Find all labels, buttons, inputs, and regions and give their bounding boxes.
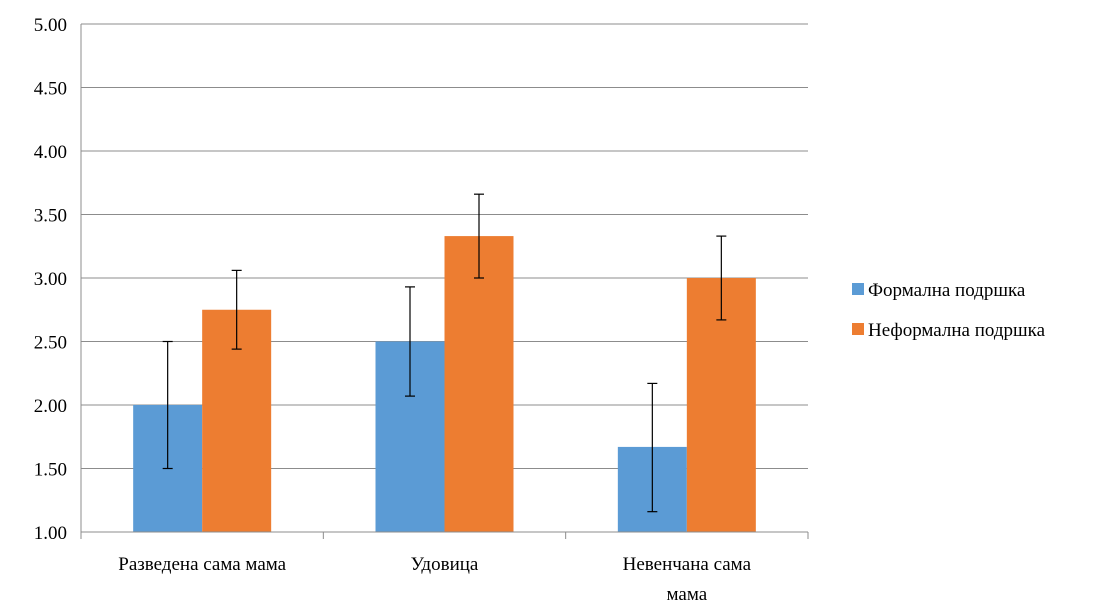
legend-label: Неформална подршка: [868, 320, 1046, 341]
bar-informal: [444, 236, 514, 532]
y-tick-label: 3.00: [34, 269, 67, 290]
x-axis-category-labels: Разведена сама мама Удовица Невенчана сама…: [118, 554, 751, 603]
x-category-label: мама: [667, 584, 708, 603]
y-tick-label: 4.00: [34, 142, 67, 163]
x-category-label: Невенчана сама: [623, 554, 752, 575]
y-axis-tick-labels: 1.00 1.50 2.00 2.50 3.00 3.50 4.00 4.50 5.00: [34, 15, 67, 544]
y-tick-label: 4.50: [34, 79, 67, 100]
x-category-label: Разведена сама мама: [118, 554, 286, 575]
error-bars: [162, 193, 727, 513]
legend: Формална подршка Неформална подршка: [852, 280, 1046, 341]
y-tick-label: 1.00: [34, 523, 67, 544]
x-category-label: Удовица: [411, 554, 479, 575]
legend-label: Формална подршка: [868, 280, 1026, 301]
bars: [133, 236, 756, 532]
y-tick-label: 1.50: [34, 460, 67, 481]
y-tick-label: 3.50: [34, 206, 67, 227]
y-tick-label: 5.00: [34, 15, 67, 36]
legend-swatch: [852, 323, 864, 335]
legend-swatch: [852, 283, 864, 295]
axes: [80, 24, 809, 539]
y-tick-label: 2.00: [34, 396, 67, 417]
y-tick-label: 2.50: [34, 333, 67, 354]
